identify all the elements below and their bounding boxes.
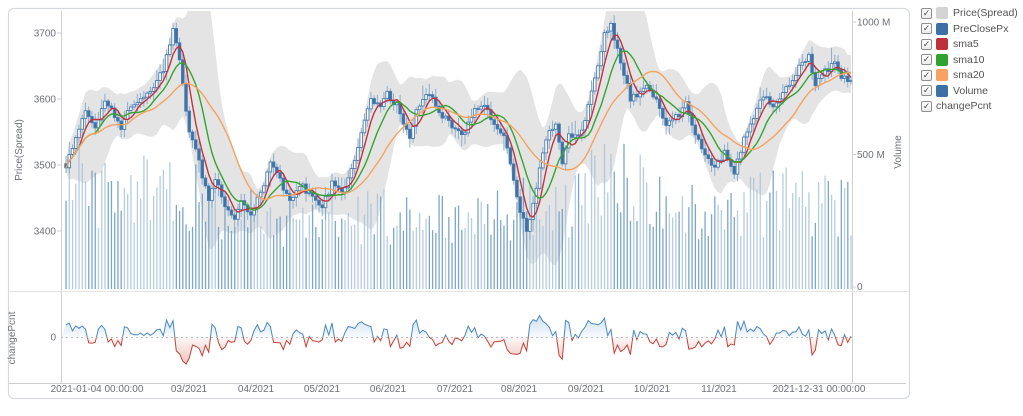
svg-text:2021-12-31 00:00:00: 2021-12-31 00:00:00 <box>773 384 866 395</box>
sma20-line <box>65 70 852 201</box>
legend-label: changePcnt <box>936 100 992 112</box>
svg-text:2021-01-04 00:00:00: 2021-01-04 00:00:00 <box>51 384 144 395</box>
svg-text:0: 0 <box>857 282 863 293</box>
legend-color-swatch <box>936 69 948 81</box>
legend-item-changepcnt[interactable]: ✓ changePcnt <box>921 100 1021 112</box>
svg-text:3700: 3700 <box>34 29 57 40</box>
svg-text:08/2021: 08/2021 <box>501 384 538 395</box>
checkbox-icon[interactable]: ✓ <box>921 38 932 50</box>
legend-item-sma5[interactable]: ✓ sma5 <box>921 38 1021 50</box>
axes <box>9 11 906 384</box>
legend-item-preclosepx[interactable]: ✓ PreClosePx <box>921 22 1021 35</box>
legend-label: PreClosePx <box>953 22 1009 35</box>
legend-color-swatch <box>936 7 948 19</box>
changepcnt-area <box>61 314 852 365</box>
legend-color-swatch <box>936 22 948 35</box>
svg-text:06/2021: 06/2021 <box>370 384 407 395</box>
legend-color-swatch <box>936 53 948 66</box>
legend-item-sma20[interactable]: ✓ sma20 <box>921 69 1021 81</box>
legend-color-swatch <box>936 84 948 97</box>
legend-color-swatch <box>936 38 948 50</box>
svg-text:3500: 3500 <box>34 161 57 172</box>
legend-label: sma10 <box>953 53 985 66</box>
tick-marks <box>57 21 856 387</box>
legend-label: sma5 <box>953 38 979 50</box>
checkbox-icon[interactable]: ✓ <box>921 54 932 65</box>
sma5-line <box>65 34 852 218</box>
svg-text:1000 M: 1000 M <box>857 18 890 29</box>
svg-text:09/2021: 09/2021 <box>568 384 605 395</box>
checkbox-icon[interactable]: ✓ <box>921 23 932 34</box>
legend-item-volume[interactable]: ✓ Volume <box>921 84 1021 97</box>
legend: ✓ Price(Spread) ✓ PreClosePx ✓ sma5 ✓ sma10 ✓ sma… <box>921 7 1021 116</box>
volume-bars <box>65 143 852 289</box>
legend-item-sma10[interactable]: ✓ sma10 <box>921 53 1021 66</box>
svg-text:10/2021: 10/2021 <box>634 384 671 395</box>
legend-label: Price(Spread) <box>953 7 1018 19</box>
legend-item-price-spread-[interactable]: ✓ Price(Spread) <box>921 7 1021 19</box>
svg-text:11/2021: 11/2021 <box>701 384 737 395</box>
svg-text:0: 0 <box>50 333 56 344</box>
checkbox-icon[interactable]: ✓ <box>921 100 932 112</box>
svg-text:03/2021: 03/2021 <box>171 384 208 395</box>
svg-text:3400: 3400 <box>34 227 57 238</box>
checkbox-icon[interactable]: ✓ <box>921 85 932 96</box>
svg-text:07/2021: 07/2021 <box>437 384 474 395</box>
checkbox-icon[interactable]: ✓ <box>921 69 932 81</box>
svg-text:3600: 3600 <box>34 95 57 106</box>
legend-label: sma20 <box>953 69 985 81</box>
svg-text:04/2021: 04/2021 <box>238 384 275 395</box>
checkbox-icon[interactable]: ✓ <box>921 7 932 19</box>
axis-labels: 3400 3500 3600 3700 0 500 M 1000 M 0 2021-01-04 … <box>34 18 891 396</box>
svg-text:05/2021: 05/2021 <box>304 384 341 395</box>
legend-label: Volume <box>953 84 989 97</box>
svg-text:500 M: 500 M <box>857 150 885 161</box>
